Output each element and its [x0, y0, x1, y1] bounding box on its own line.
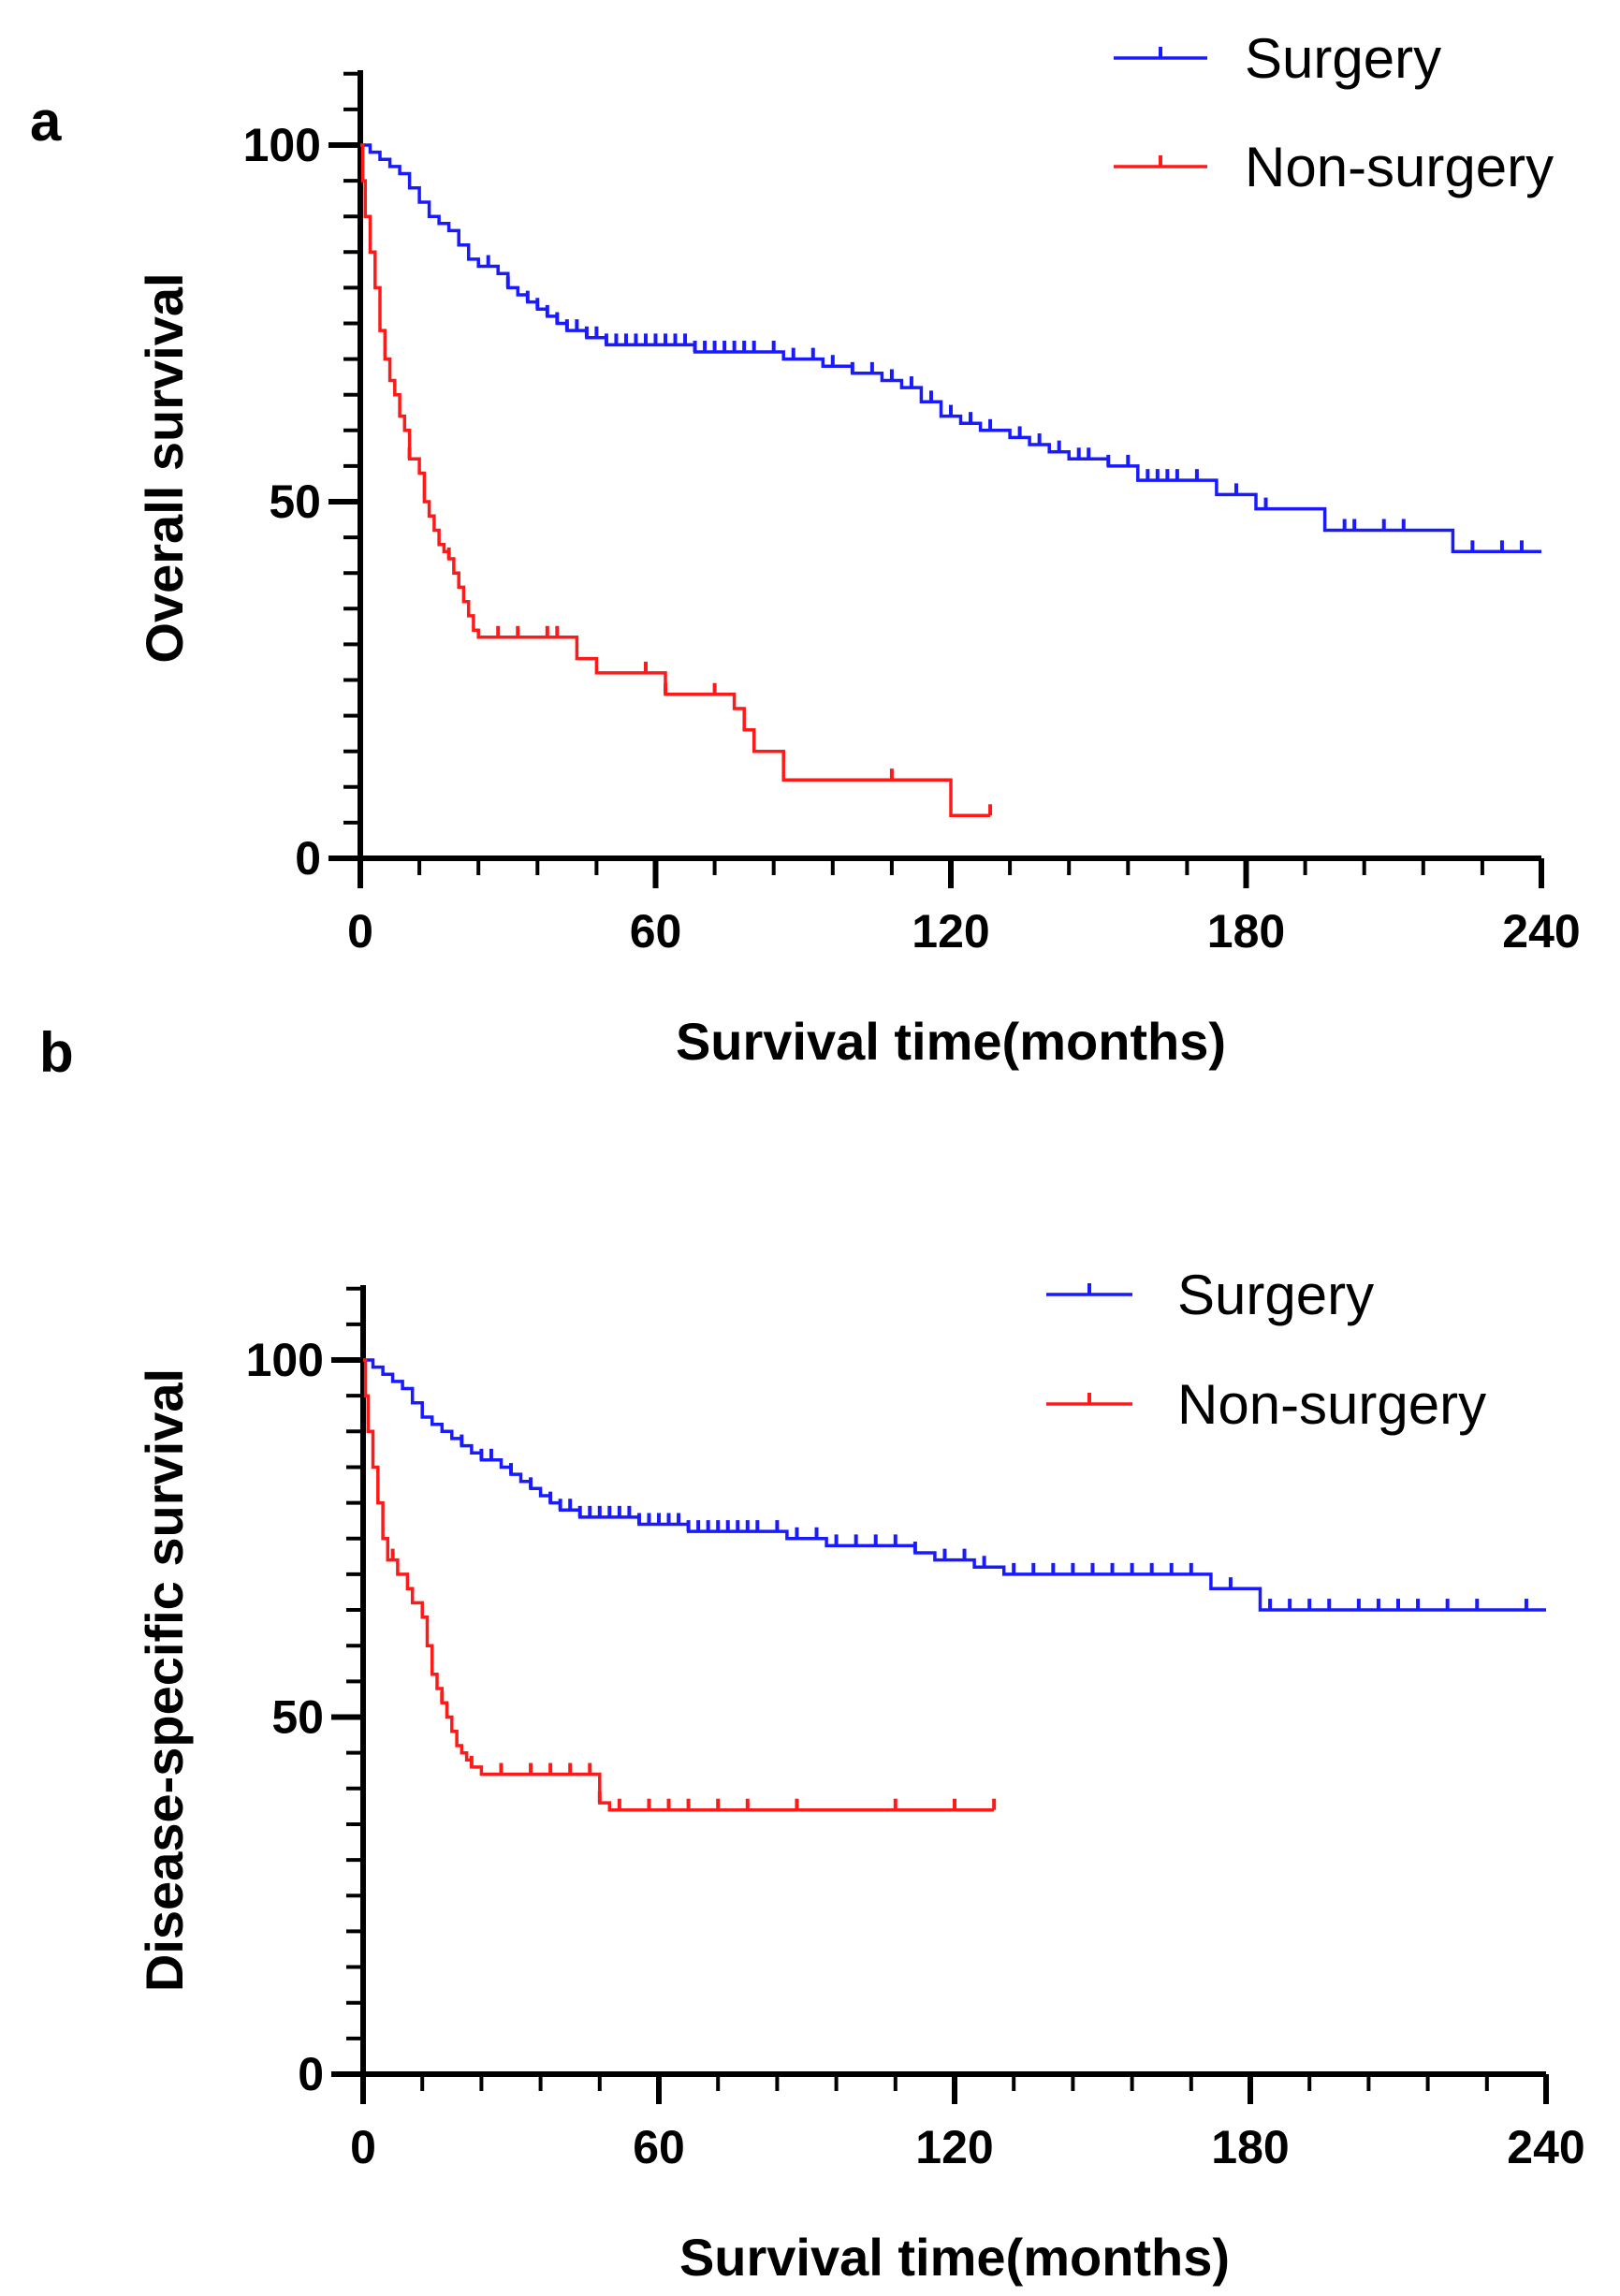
y-tick-label: 100 — [246, 1334, 324, 1386]
legend-label: Surgery — [1177, 1264, 1374, 1326]
x-tick-label: 240 — [1502, 905, 1580, 958]
series-line-non-surgery — [363, 1358, 995, 1812]
x-tick-label: 0 — [350, 2121, 376, 2173]
panel-letter-b: b — [39, 1021, 74, 1084]
y-tick-label: 0 — [295, 832, 321, 885]
legend-item-non-surgery: Non-surgery — [1114, 136, 1554, 198]
x-tick-label: 120 — [915, 2121, 993, 2173]
series-line-non-surgery — [360, 143, 991, 818]
series-line-surgery — [360, 143, 1541, 554]
y-axis-title: Disease-specific survival — [135, 1368, 194, 1992]
x-tick-label: 0 — [347, 905, 373, 958]
panel-b: b 0 50 100 0 60 120 180 240 Survival time(months)… — [39, 1021, 1585, 2287]
x-axis-title: Survival time(months) — [676, 1012, 1226, 1071]
y-tick-label: 50 — [269, 475, 321, 528]
legend-item-surgery: Surgery — [1046, 1264, 1374, 1326]
x-tick-label: 120 — [912, 905, 989, 958]
legend-label: Non-surgery — [1245, 136, 1554, 198]
x-tick-label: 180 — [1207, 905, 1285, 958]
y-tick-label: 100 — [243, 119, 321, 171]
y-axis-title: Overall survival — [135, 272, 194, 663]
x-axis-title: Survival time(months) — [679, 2228, 1230, 2287]
legend-label: Surgery — [1245, 27, 1441, 90]
x-tick-label: 60 — [633, 2121, 685, 2173]
legend-label: Non-surgery — [1177, 1373, 1486, 1436]
panel-letter-a: a — [30, 90, 62, 153]
panel-a: a 0 50 100 0 60 120 180 240 Survival time(months)… — [30, 27, 1581, 1071]
y-tick-label: 0 — [298, 2048, 324, 2100]
y-tick-label: 50 — [271, 1691, 324, 1744]
legend-item-non-surgery: Non-surgery — [1046, 1373, 1486, 1436]
x-tick-label: 180 — [1211, 2121, 1289, 2173]
x-tick-label: 60 — [630, 905, 682, 958]
legend-item-surgery: Surgery — [1114, 27, 1441, 90]
x-tick-label: 240 — [1507, 2121, 1584, 2173]
